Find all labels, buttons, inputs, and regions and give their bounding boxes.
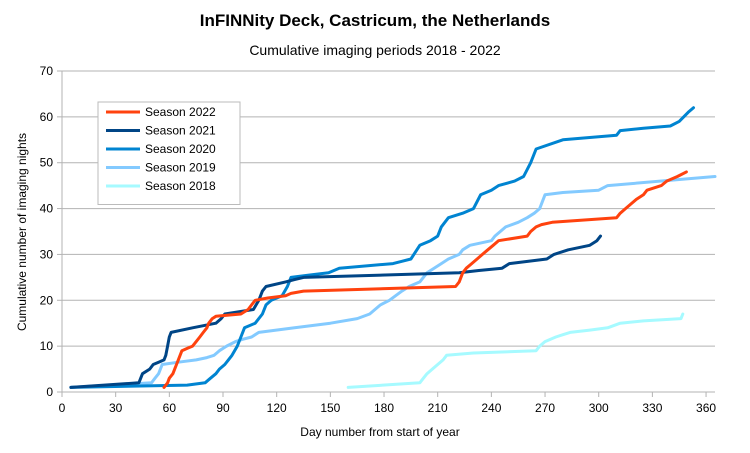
x-tick-label: 330 (642, 401, 662, 415)
y-tick-label: 0 (46, 385, 53, 399)
x-tick-label: 240 (481, 401, 501, 415)
series-line-season-2022 (162, 170, 688, 389)
axes (57, 70, 715, 397)
y-axis-label: Cumulative number of imaging nights (15, 133, 29, 331)
series-line-season-2018 (346, 312, 685, 389)
x-tick-label: 120 (267, 401, 287, 415)
tick-labels: 0 10 20 30 40 50 60 70 0 30 60 90 120 150 180 210 240 270… (40, 64, 717, 415)
x-tick-label: 360 (696, 401, 716, 415)
y-tick-label: 10 (40, 339, 54, 353)
y-tick-label: 50 (40, 156, 54, 170)
legend: Season 2022 Season 2021 Season 2020 Season … (97, 101, 241, 205)
x-tick-label: 0 (59, 401, 66, 415)
legend-label: Season 2022 (145, 105, 216, 119)
x-tick-label: 150 (320, 401, 340, 415)
x-tick-label: 300 (589, 401, 609, 415)
x-tick-label: 90 (216, 401, 230, 415)
chart-subtitle: Cumulative imaging periods 2018 - 2022 (249, 42, 501, 58)
x-tick-label: 270 (535, 401, 555, 415)
y-tick-label: 60 (40, 110, 54, 124)
series-lines (69, 106, 717, 389)
chart-title: InFINNity Deck, Castricum, the Netherlan… (200, 11, 550, 30)
series-line-season-2020 (69, 106, 695, 389)
legend-label: Season 2019 (145, 161, 216, 175)
y-tick-label: 30 (40, 247, 54, 261)
x-tick-label: 60 (163, 401, 177, 415)
legend-label: Season 2021 (145, 124, 216, 138)
x-tick-label: 180 (374, 401, 394, 415)
legend-label: Season 2020 (145, 142, 216, 156)
x-axis-label: Day number from start of year (300, 425, 459, 439)
x-tick-label: 210 (428, 401, 448, 415)
series-line-season-2021 (69, 234, 602, 389)
legend-label: Season 2018 (145, 179, 216, 193)
y-tick-label: 70 (40, 64, 54, 78)
y-tick-label: 40 (40, 202, 54, 216)
x-tick-label: 30 (109, 401, 123, 415)
y-tick-label: 20 (40, 293, 54, 307)
